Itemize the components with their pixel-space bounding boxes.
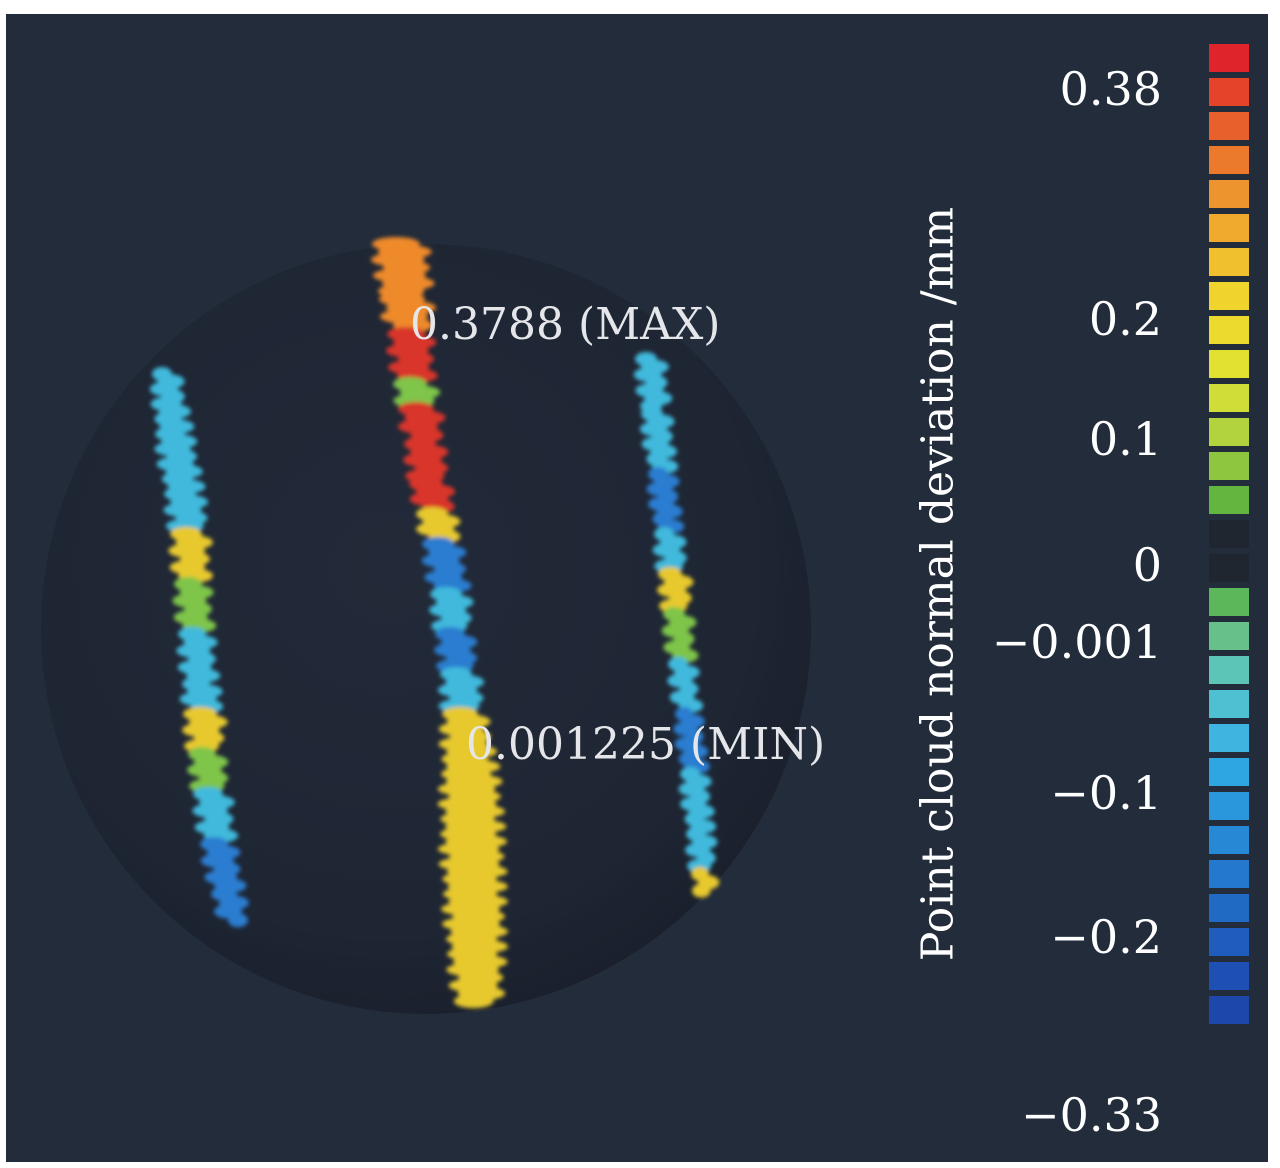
tick-neg-0-2: −0.2 [1050, 910, 1162, 964]
point-cloud-figure: 0.3788 (MAX) 0.001225 (MIN) Point cloud … [6, 14, 1268, 1162]
colorbar-swatch [1209, 860, 1249, 888]
left-stripe-segment [228, 913, 248, 928]
colorbar [1209, 44, 1249, 1024]
colorbar-swatch [1209, 452, 1249, 480]
tick-0-1: 0.1 [1088, 412, 1162, 466]
colorbar-swatch [1209, 554, 1249, 582]
colorbar-swatch [1209, 724, 1249, 752]
colorbar-swatch [1209, 656, 1249, 684]
colorbar-swatch [1209, 282, 1249, 310]
colorbar-title: Point cloud normal deviation /mm [912, 206, 964, 962]
colorbar-swatch [1209, 180, 1249, 208]
colorbar-swatch [1209, 792, 1249, 820]
tick-neg-0-1: −0.1 [1050, 766, 1162, 820]
colorbar-swatch [1209, 894, 1249, 922]
colorbar-swatch [1209, 758, 1249, 786]
right-stripe-segment [692, 883, 711, 898]
tick-0: 0 [1132, 538, 1162, 592]
colorbar-swatch [1209, 486, 1249, 514]
colorbar-swatch [1209, 418, 1249, 446]
colorbar-swatch [1209, 214, 1249, 242]
colorbar-swatch [1209, 622, 1249, 650]
colorbar-swatch [1209, 316, 1249, 344]
min-annotation: 0.001225 (MIN) [466, 719, 825, 770]
colorbar-swatch [1209, 78, 1249, 106]
tick-0-2: 0.2 [1088, 292, 1162, 346]
colorbar-swatch [1209, 962, 1249, 990]
tick-0-38: 0.38 [1059, 62, 1162, 116]
colorbar-swatch [1209, 588, 1249, 616]
colorbar-swatch [1209, 384, 1249, 412]
sphere-deviation-render: 0.3788 (MAX) 0.001225 (MIN) [41, 237, 825, 1014]
colorbar-swatch [1209, 826, 1249, 854]
colorbar-swatch [1209, 996, 1249, 1024]
colorbar-swatch [1209, 928, 1249, 956]
sphere-body [41, 244, 811, 1014]
middle-stripe-segment [453, 994, 494, 1009]
tick-neg-0-33: −0.33 [1021, 1088, 1162, 1142]
colorbar-swatch [1209, 350, 1249, 378]
colorbar-swatch [1209, 112, 1249, 140]
colorbar-swatch [1209, 248, 1249, 276]
colorbar-swatch [1209, 44, 1249, 72]
colorbar-swatch [1209, 520, 1249, 548]
colorbar-swatch [1209, 690, 1249, 718]
colorbar-swatch [1209, 146, 1249, 174]
tick-neg-0-001: −0.001 [991, 615, 1162, 669]
max-annotation: 0.3788 (MAX) [410, 299, 720, 350]
